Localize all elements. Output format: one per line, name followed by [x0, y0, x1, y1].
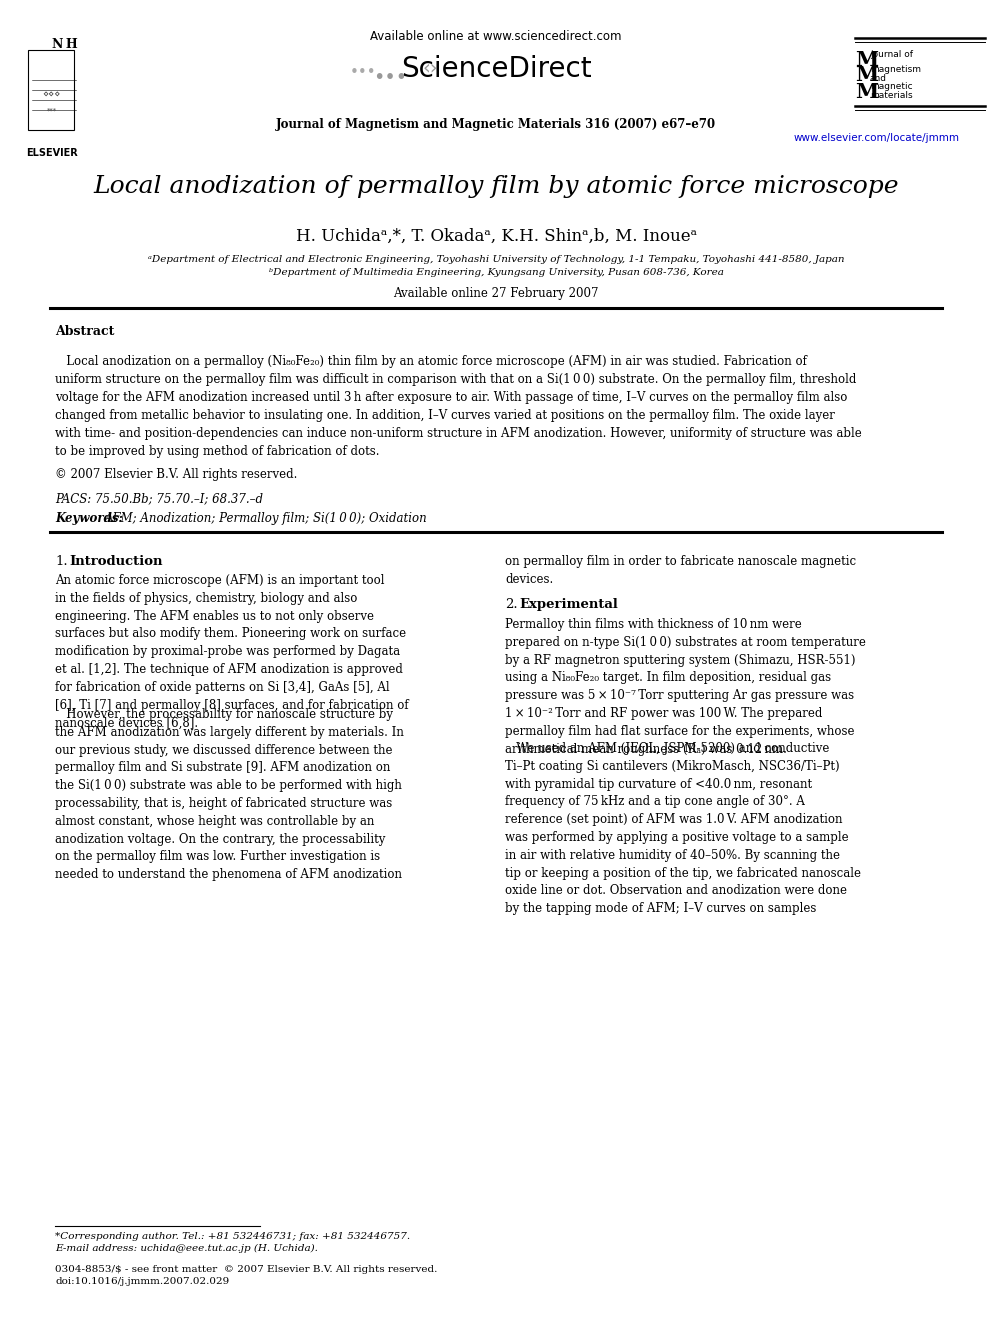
- Text: E-mail address: uchida@eee.tut.ac.jp (H. Uchida).: E-mail address: uchida@eee.tut.ac.jp (H.…: [55, 1244, 317, 1253]
- Text: Available online at www.sciencedirect.com: Available online at www.sciencedirect.co…: [370, 30, 622, 44]
- Text: 1.: 1.: [55, 556, 67, 568]
- Text: •••: •••: [350, 65, 377, 79]
- Text: We used an AFM (JEOL, JSPM-5200) and conductive
Ti–Pt coating Si cantilevers (Mi: We used an AFM (JEOL, JSPM-5200) and con…: [505, 742, 861, 916]
- Text: www.elsevier.com/locate/jmmm: www.elsevier.com/locate/jmmm: [794, 134, 960, 143]
- Text: Keywords:: Keywords:: [55, 512, 127, 525]
- Text: ᵇDepartment of Multimedia Engineering, Kyungsang University, Pusan 608-736, Kore: ᵇDepartment of Multimedia Engineering, K…: [269, 269, 723, 277]
- Text: However, the processability for nanoscale structure by
the AFM anodization was l: However, the processability for nanoscal…: [55, 708, 404, 881]
- Text: © 2007 Elsevier B.V. All rights reserved.: © 2007 Elsevier B.V. All rights reserved…: [55, 468, 298, 482]
- Text: 2.: 2.: [505, 598, 518, 611]
- Text: PACS: 75.50.Bb; 75.70.–I; 68.37.–d: PACS: 75.50.Bb; 75.70.–I; 68.37.–d: [55, 492, 263, 505]
- Text: magnetic: magnetic: [870, 82, 913, 91]
- Text: Abstract: Abstract: [55, 325, 114, 337]
- Text: •••: •••: [373, 67, 407, 87]
- Text: AFM; Anodization; Permalloy film; Si(1 0 0); Oxidation: AFM; Anodization; Permalloy film; Si(1 0…: [105, 512, 428, 525]
- FancyBboxPatch shape: [28, 50, 74, 130]
- Text: M: M: [855, 82, 878, 102]
- Text: Introduction: Introduction: [69, 556, 163, 568]
- Text: Experimental: Experimental: [519, 598, 618, 611]
- Text: ‹›: ‹›: [423, 58, 437, 77]
- Text: 0304-8853/$ - see front matter  © 2007 Elsevier B.V. All rights reserved.
doi:10: 0304-8853/$ - see front matter © 2007 El…: [55, 1265, 437, 1286]
- Text: ELSEVIER: ELSEVIER: [26, 148, 78, 157]
- Text: and: and: [870, 74, 887, 83]
- Text: magnetism: magnetism: [870, 65, 921, 74]
- Text: Journal of Magnetism and Magnetic Materials 316 (2007) e67–e70: Journal of Magnetism and Magnetic Materi…: [276, 118, 716, 131]
- Text: materials: materials: [870, 91, 913, 101]
- Text: ⋄⋄⋄: ⋄⋄⋄: [43, 90, 62, 99]
- Text: Permalloy thin films with thickness of 10 nm were
prepared on n-type Si(1 0 0) s: Permalloy thin films with thickness of 1…: [505, 618, 866, 755]
- Text: M: M: [855, 65, 878, 85]
- Text: journal of: journal of: [870, 50, 913, 60]
- Text: N H: N H: [53, 38, 78, 52]
- Text: H. Uchidaᵃ,*, T. Okadaᵃ, K.H. Shinᵃ,b, M. Inoueᵃ: H. Uchidaᵃ,*, T. Okadaᵃ, K.H. Shinᵃ,b, M…: [296, 228, 696, 245]
- Text: M: M: [855, 50, 878, 70]
- Text: Local anodization of permalloy film by atomic force microscope: Local anodization of permalloy film by a…: [93, 175, 899, 198]
- Text: ScienceDirect: ScienceDirect: [401, 56, 591, 83]
- Text: An atomic force microscope (AFM) is an important tool
in the fields of physics, : An atomic force microscope (AFM) is an i…: [55, 574, 409, 729]
- Text: on permalloy film in order to fabricate nanoscale magnetic
devices.: on permalloy film in order to fabricate …: [505, 556, 856, 586]
- Text: ᵃDepartment of Electrical and Electronic Engineering, Toyohashi University of Te: ᵃDepartment of Electrical and Electronic…: [148, 255, 844, 265]
- Text: ***: ***: [47, 108, 58, 116]
- Text: Local anodization on a permalloy (Ni₈₀Fe₂₀) thin film by an atomic force microsc: Local anodization on a permalloy (Ni₈₀Fe…: [55, 355, 862, 458]
- Text: *Corresponding author. Tel.: +81 532446731; fax: +81 532446757.: *Corresponding author. Tel.: +81 5324467…: [55, 1232, 410, 1241]
- Text: Available online 27 February 2007: Available online 27 February 2007: [393, 287, 599, 300]
